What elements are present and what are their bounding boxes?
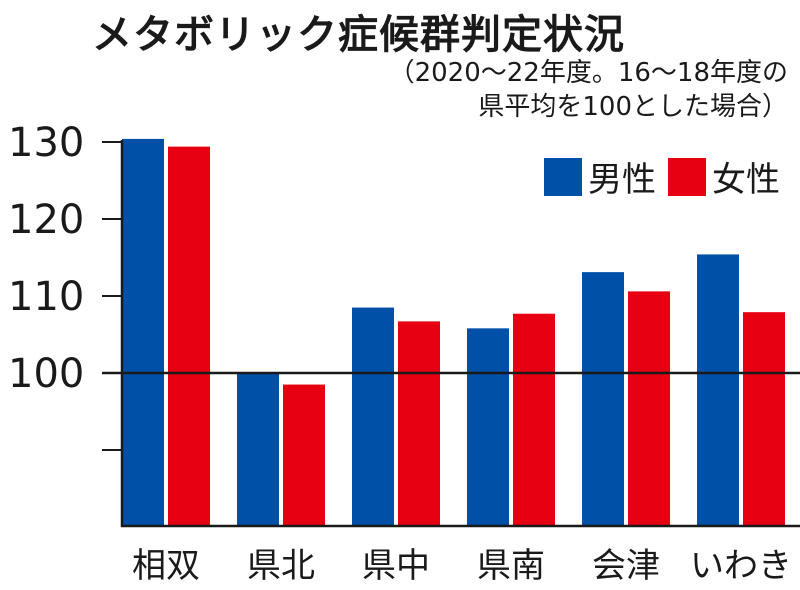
legend-label-male: 男性 [588, 160, 656, 200]
chart-title: メタボリック症候群判定状況 [92, 12, 625, 58]
bar-female-4 [628, 291, 670, 526]
bar-male-2 [352, 307, 394, 526]
chart-legend: 男性 女性 [544, 152, 780, 201]
x-tick-label-1: 県北 [247, 546, 315, 586]
y-tick-label-110: 110 [8, 274, 84, 320]
subtitle-line-2: 県平均を100とした場合） [478, 92, 788, 122]
x-tick-label-4: 会津 [592, 546, 660, 586]
x-tick-label-2: 県中 [362, 546, 430, 586]
y-tick-label-120: 120 [8, 197, 84, 243]
bar-male-0 [122, 138, 164, 527]
x-tick-label-0: 相双 [132, 546, 200, 586]
legend-item-male: 男性 [544, 152, 656, 201]
bar-female-2 [398, 321, 440, 526]
bar-male-4 [582, 272, 624, 526]
y-tick-label-100: 100 [8, 351, 84, 397]
bar-female-5 [743, 312, 785, 526]
bar-female-0 [168, 146, 210, 526]
legend-swatch-female [668, 157, 706, 196]
bar-male-3 [467, 328, 509, 526]
legend-swatch-male [544, 157, 582, 196]
x-tick-label-5: いわき [690, 546, 792, 586]
x-tick-label-3: 県南 [477, 546, 545, 586]
bar-female-3 [513, 313, 555, 526]
bar-female-1 [283, 384, 325, 526]
legend-item-female: 女性 [668, 152, 780, 201]
subtitle-line-1: （2020～22年度。16～18年度の [388, 58, 788, 88]
y-tick-label-130: 130 [8, 120, 84, 166]
bar-male-1 [237, 373, 279, 526]
chart-subtitle: （2020～22年度。16～18年度の 県平均を100とした場合） [389, 56, 788, 124]
legend-label-female: 女性 [712, 160, 780, 200]
bar-male-5 [697, 254, 739, 527]
